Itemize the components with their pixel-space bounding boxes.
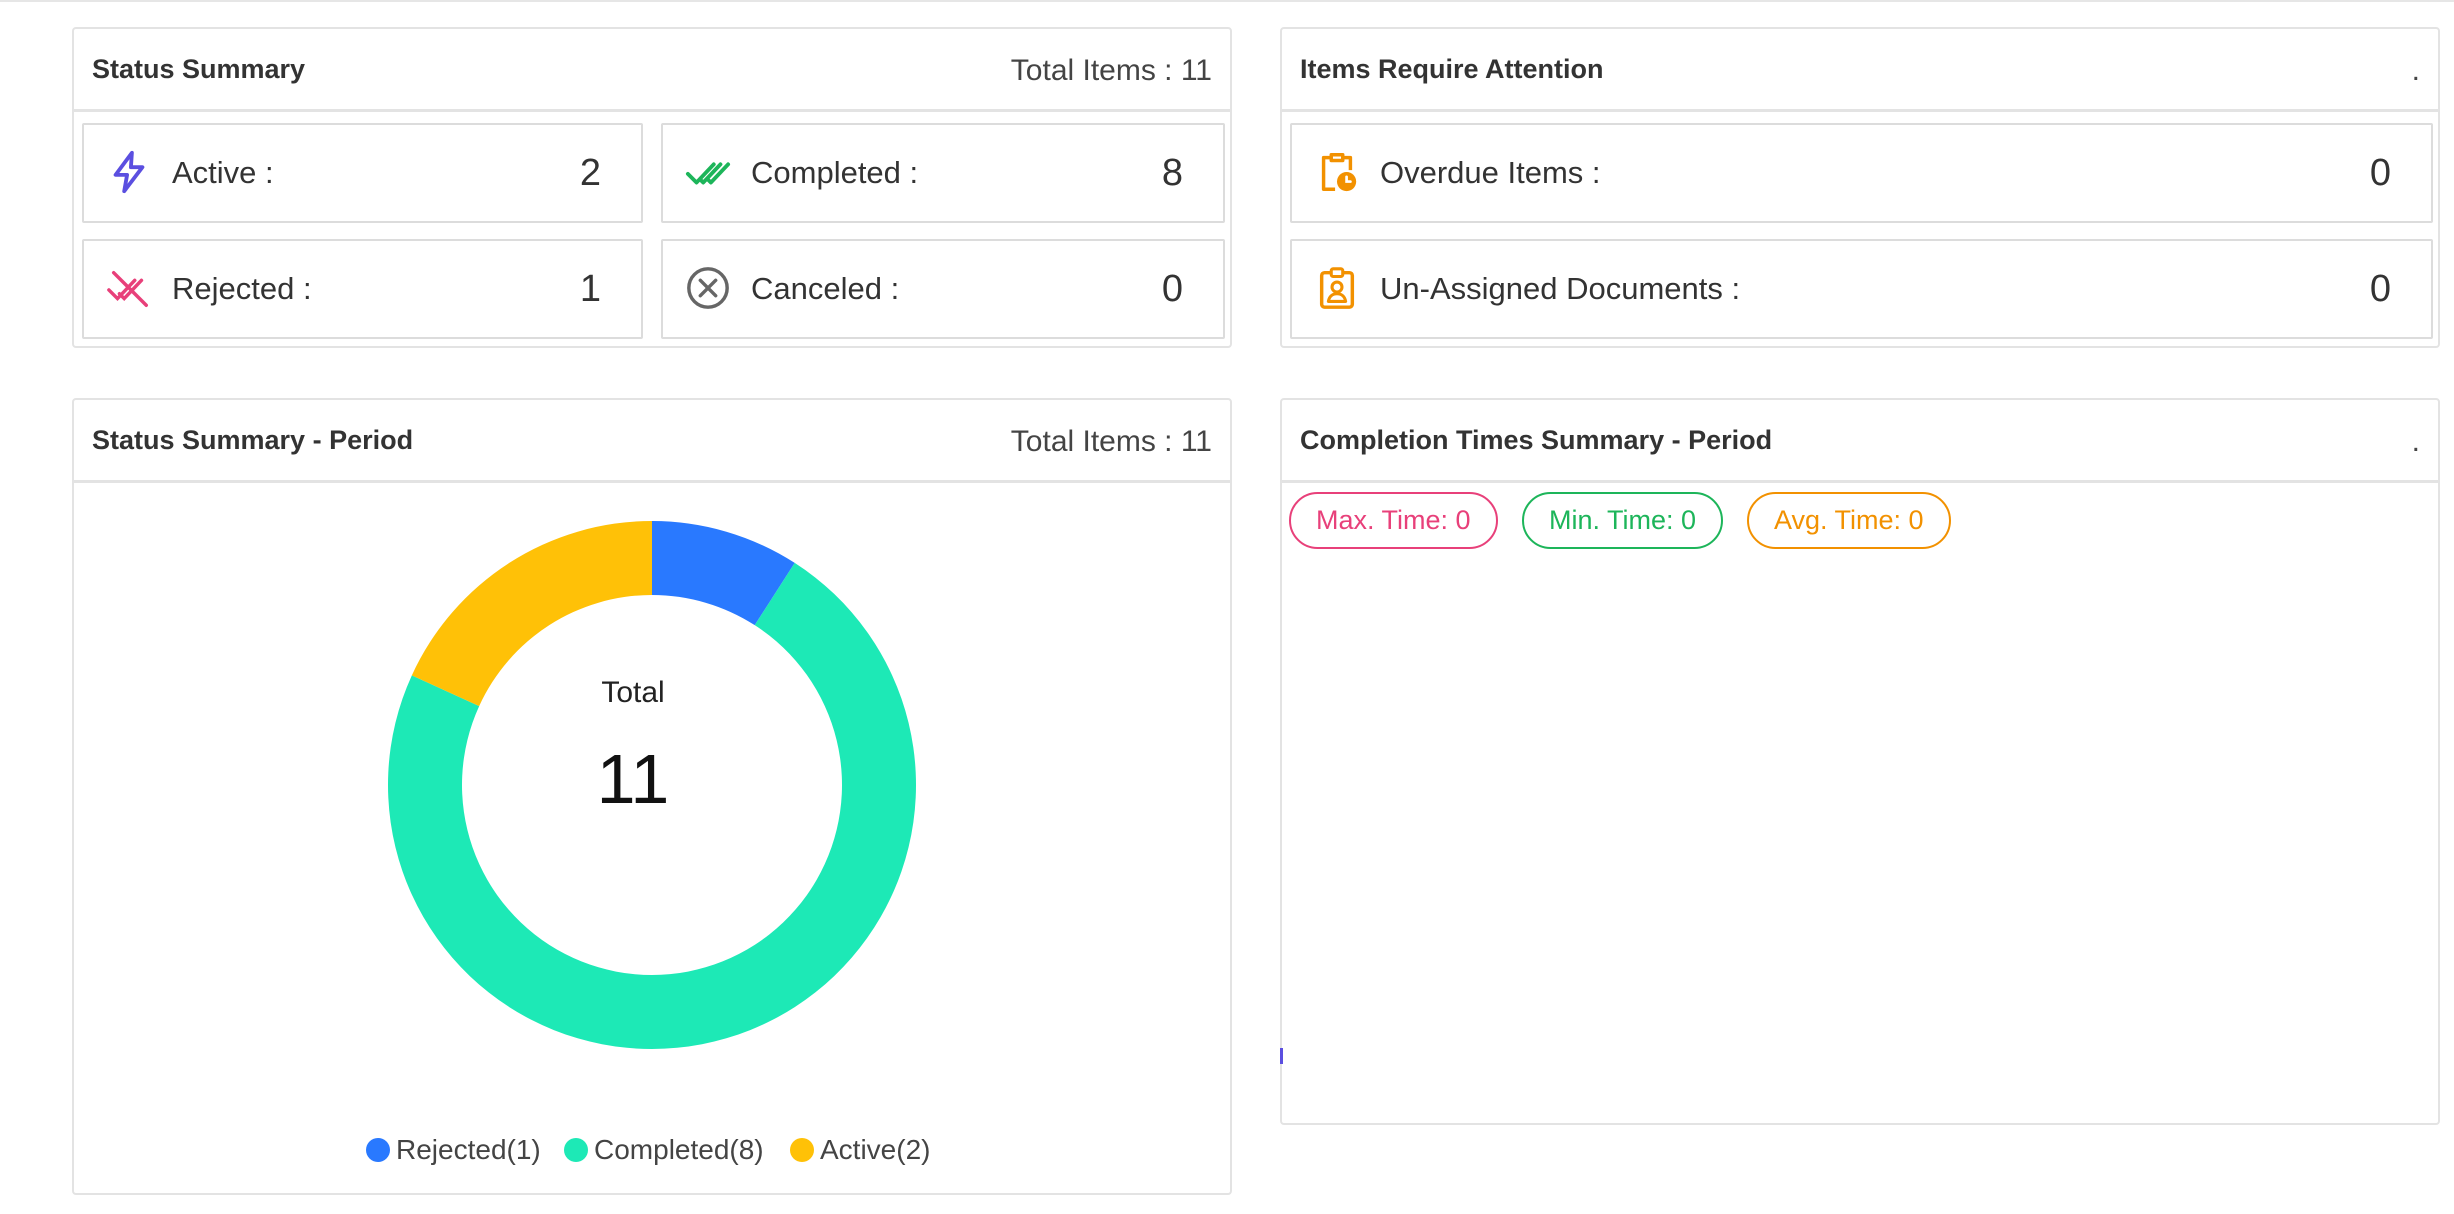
status-summary-panel: Status Summary Total Items : 11 Active :… xyxy=(72,27,1232,348)
rejected-value: 1 xyxy=(579,268,601,310)
scroll-marker xyxy=(1280,1048,1283,1064)
cancel-circle-icon xyxy=(687,267,729,309)
rejected-label: Rejected : xyxy=(172,271,312,306)
status-period-panel: Status Summary - Period Total Items : 11 xyxy=(72,398,1232,1195)
total-items-label: Total Items : 11 xyxy=(1010,54,1212,87)
panel-title: Completion Times Summary - Period xyxy=(1300,425,1773,455)
avg-time-chip[interactable]: Avg. Time: 0 xyxy=(1747,492,1951,549)
canceled-value: 0 xyxy=(1161,268,1183,310)
active-card[interactable]: Active : 2 xyxy=(82,123,643,223)
legend-dot xyxy=(564,1138,588,1162)
badge-person-icon xyxy=(1319,267,1355,309)
panel-header: Completion Times Summary - Period . xyxy=(1282,400,2438,483)
unassigned-card[interactable]: Un-Assigned Documents : 0 xyxy=(1290,239,2433,339)
unassigned-label: Un-Assigned Documents : xyxy=(1380,271,1741,306)
top-divider xyxy=(0,0,2454,2)
panel-header: Status Summary - Period Total Items : 11 xyxy=(74,400,1230,483)
header-dot: . xyxy=(2411,54,2420,87)
min-time-chip[interactable]: Min. Time: 0 xyxy=(1522,492,1724,549)
panel-title: Items Require Attention xyxy=(1300,54,1604,84)
bolt-icon xyxy=(113,150,145,194)
completed-label: Completed : xyxy=(751,155,919,190)
total-items-label: Total Items : 11 xyxy=(1010,425,1212,458)
completion-panel: Completion Times Summary - Period . Max.… xyxy=(1280,398,2440,1125)
max-time-chip[interactable]: Max. Time: 0 xyxy=(1289,492,1498,549)
rejected-icon xyxy=(107,270,148,307)
header-dot: . xyxy=(2411,425,2420,458)
legend-item-active[interactable]: Active(2) xyxy=(790,1132,930,1168)
legend-dot xyxy=(366,1138,390,1162)
legend-label: Completed(8) xyxy=(594,1134,764,1165)
panel-title: Status Summary - Period xyxy=(92,425,414,455)
legend-item-completed[interactable]: Completed(8) xyxy=(564,1132,764,1168)
overdue-value: 0 xyxy=(2369,152,2391,194)
double-check-icon xyxy=(685,162,731,185)
panel-header: Status Summary Total Items : 11 xyxy=(74,29,1230,112)
panel-title: Status Summary xyxy=(92,54,306,84)
completed-card[interactable]: Completed : 8 xyxy=(661,123,1225,223)
legend-dot xyxy=(790,1138,814,1162)
clipboard-clock-icon xyxy=(1321,153,1357,192)
rejected-card[interactable]: Rejected : 1 xyxy=(82,239,643,339)
overdue-label: Overdue Items : xyxy=(1380,155,1601,190)
overdue-card[interactable]: Overdue Items : 0 xyxy=(1290,123,2433,223)
attention-panel: Items Require Attention . Overdue Items … xyxy=(1280,27,2440,348)
panel-header: Items Require Attention . xyxy=(1282,29,2438,112)
active-value: 2 xyxy=(579,152,601,194)
canceled-label: Canceled : xyxy=(751,271,900,306)
legend-item-rejected[interactable]: Rejected(1) xyxy=(366,1132,541,1168)
completed-value: 8 xyxy=(1161,152,1183,194)
legend-label: Rejected(1) xyxy=(396,1134,541,1165)
legend-label: Active(2) xyxy=(820,1134,931,1165)
active-label: Active : xyxy=(172,155,274,190)
canceled-card[interactable]: Canceled : 0 xyxy=(661,239,1225,339)
unassigned-value: 0 xyxy=(2369,268,2391,310)
